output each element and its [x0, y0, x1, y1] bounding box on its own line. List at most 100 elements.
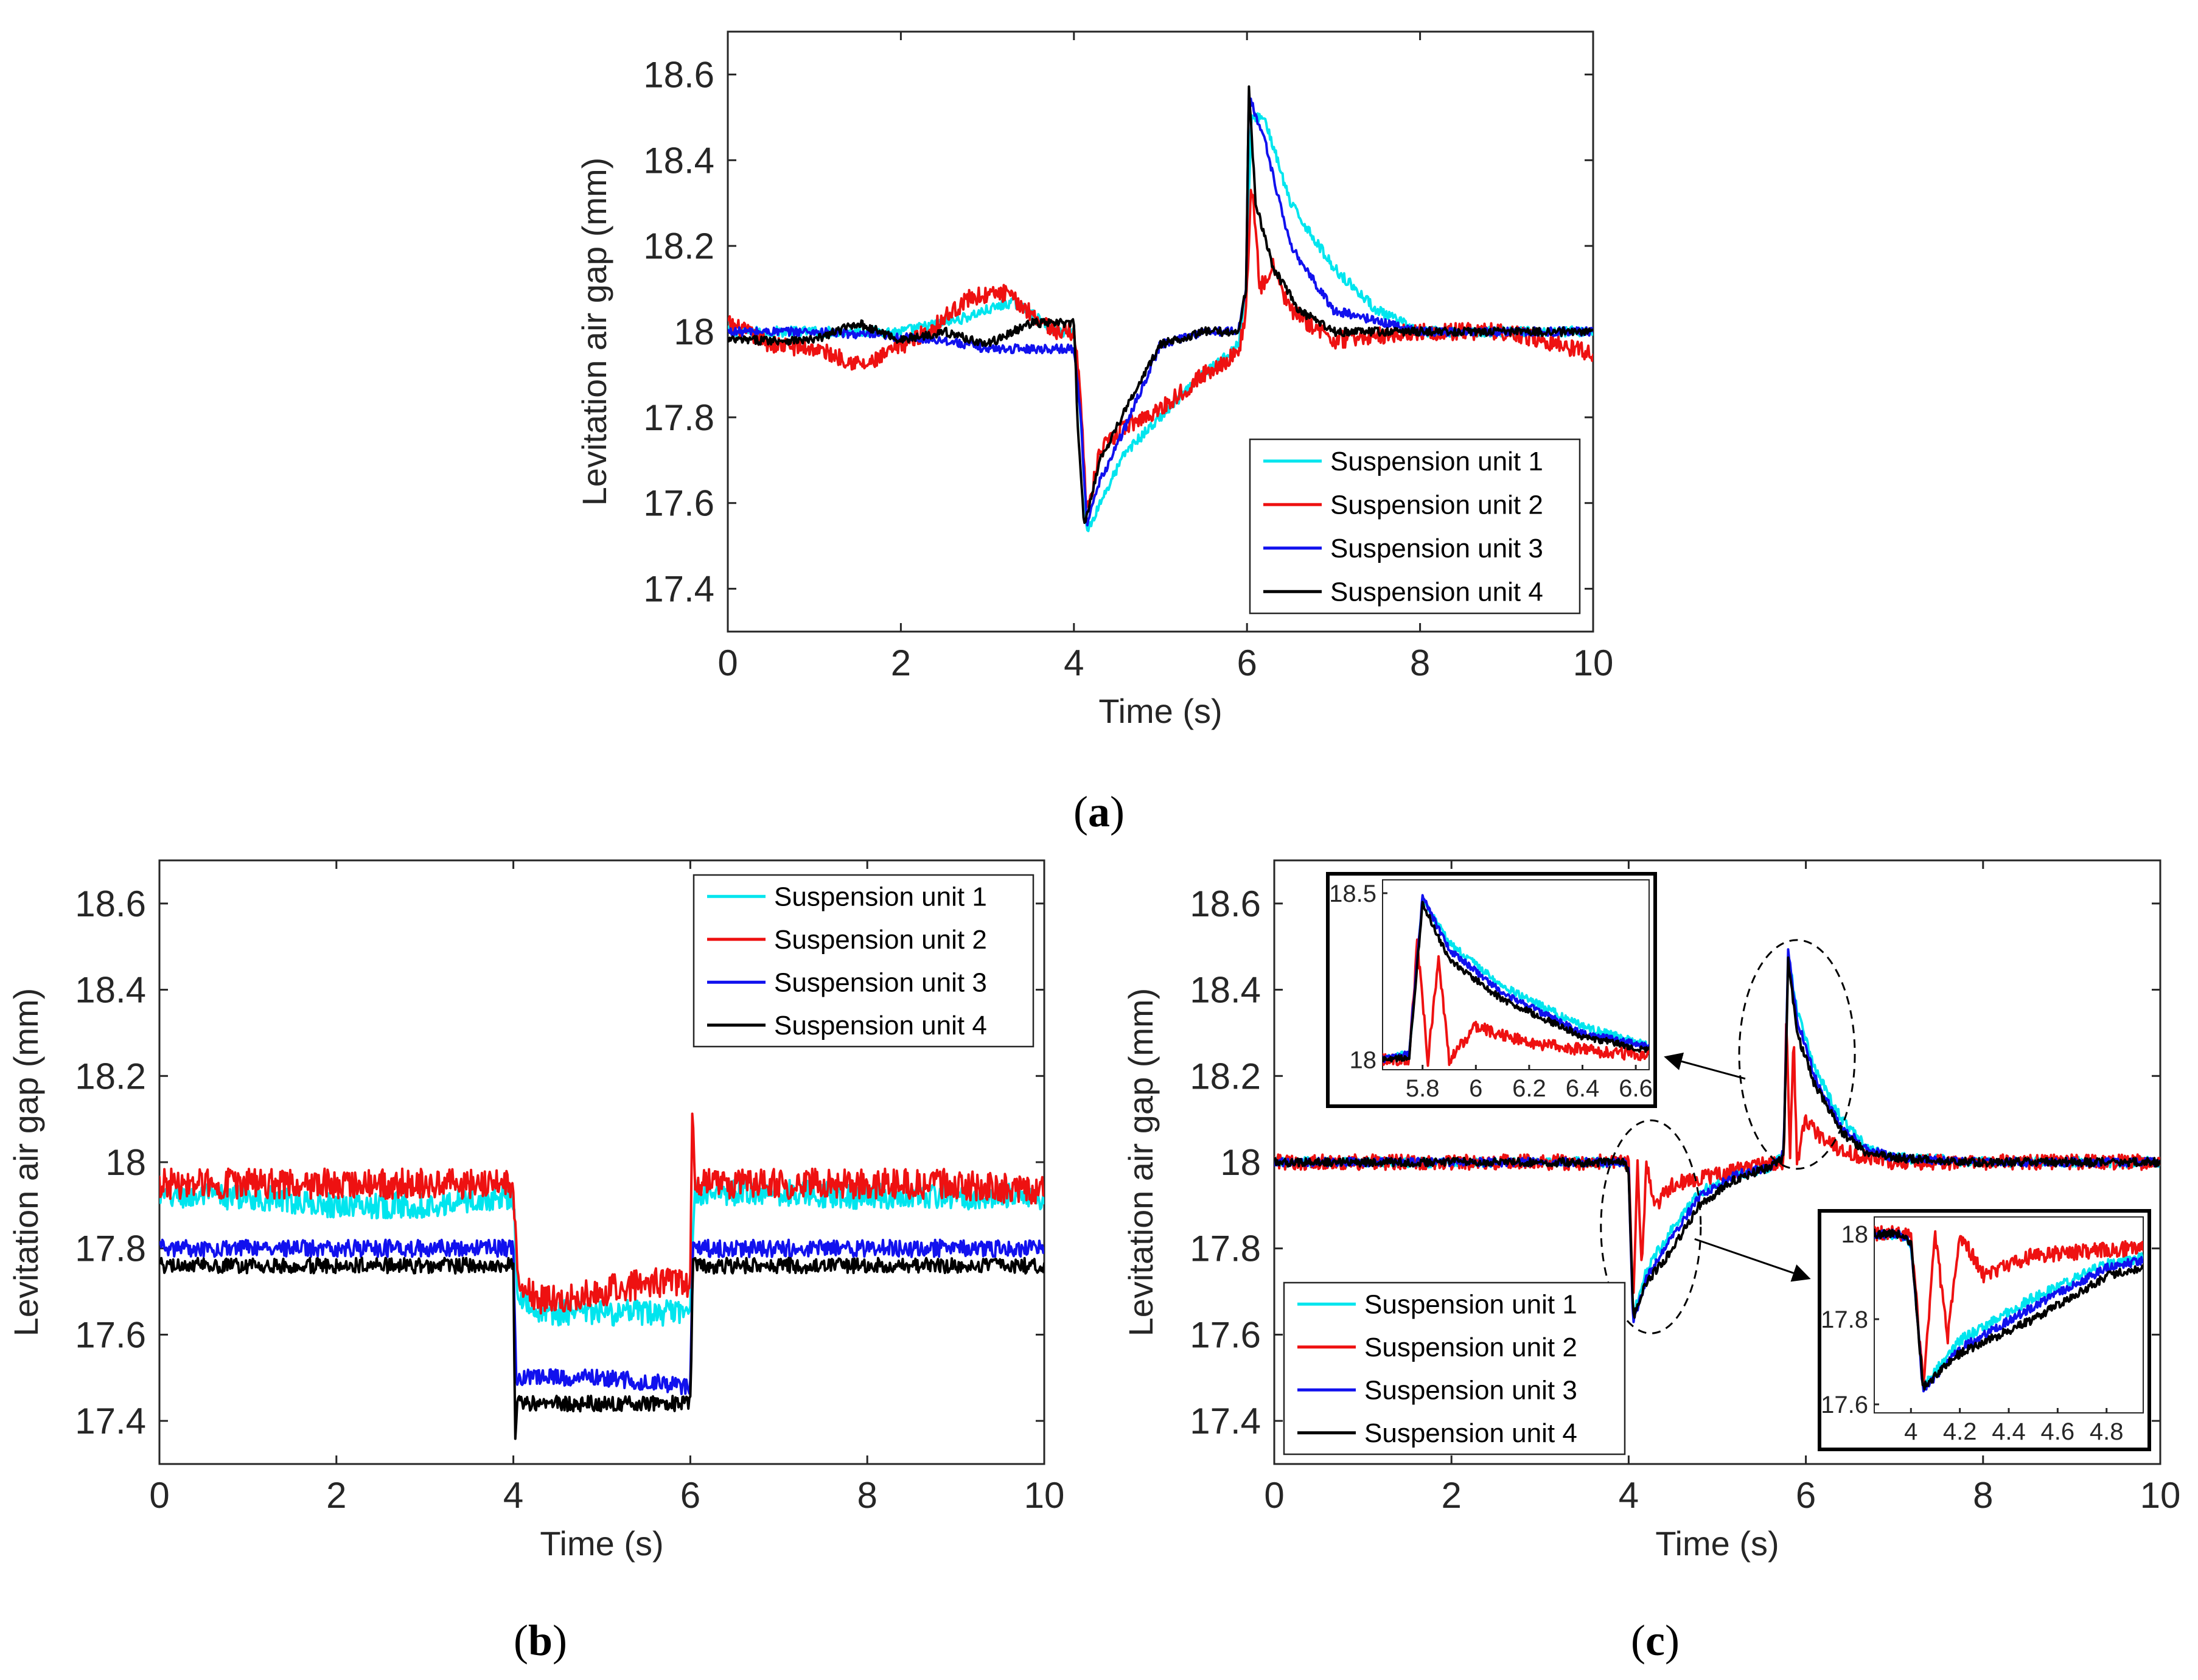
- y-tick-label: 17.4: [75, 1401, 146, 1441]
- c-inset-top: 5.8 6 6.2 6.4 6.6 18 18.5: [1326, 872, 1657, 1108]
- y-tick-label: 17.8: [1190, 1229, 1261, 1269]
- legend-box: [693, 874, 1034, 1048]
- series-line-2: [159, 1112, 1044, 1315]
- c-inset-bottom: 4 4.2 4.4 4.6 4.8 17.6 17.8 18: [1818, 1209, 2151, 1451]
- inset-series-line-4: [1383, 901, 1649, 1063]
- zoom-ellipse-drop: [1600, 1119, 1702, 1334]
- chart-layer: 0 2 4 6 8 10 17.4 17.6 17.8 18 18.2 18.4 18.6 Time (s…: [7, 30, 2181, 1563]
- x-tick-label: 4: [1064, 643, 1084, 683]
- inset-y-tick-label: 17.6: [1821, 1392, 1868, 1418]
- legend-box: [1249, 438, 1581, 615]
- legend-label-4: Suspension unit 4: [1364, 1418, 1577, 1448]
- series-line-2: [728, 189, 1593, 509]
- y-tick-label: 17.6: [75, 1314, 146, 1355]
- legend: Suspension unit 1 Suspension unit 2 Suspen…: [1283, 1281, 1626, 1455]
- x-tick-label: 4: [503, 1475, 523, 1516]
- x-tick-label: 6: [680, 1475, 700, 1516]
- y-tick-label: 18: [105, 1142, 146, 1183]
- y-tick-label: 17.4: [643, 569, 714, 610]
- series-line-4: [728, 85, 1593, 525]
- inset-x-tick-label: 4.8: [2090, 1418, 2124, 1445]
- chart-panel-b: 0 2 4 6 8 10 17.4 17.6 17.8 18 18.2 18.4 18.6 Time (s…: [7, 859, 1065, 1563]
- x-tick-label: 0: [149, 1475, 169, 1516]
- y-axis-label: Levitation air gap (mm): [7, 988, 45, 1337]
- panel-label-a: (a): [1073, 787, 1125, 836]
- legend-label-4: Suspension unit 4: [774, 1011, 987, 1040]
- y-tick-label: 17.6: [1190, 1314, 1261, 1355]
- chart-panel-a: 0 2 4 6 8 10 17.4 17.6 17.8 18 18.2 18.4 18.6 Time (s…: [575, 30, 1614, 730]
- inset-x-tick-label: 6.6: [1619, 1075, 1653, 1102]
- x-tick-label: 2: [326, 1475, 346, 1516]
- y-tick-label: 18.4: [643, 140, 714, 181]
- y-tick-label: 18: [674, 312, 714, 352]
- x-tick-label: 0: [717, 643, 738, 683]
- legend-label-1: Suspension unit 1: [1364, 1289, 1577, 1319]
- x-tick-label: 8: [857, 1475, 877, 1516]
- series-group: [159, 1112, 1044, 1440]
- legend: Suspension unit 1 Suspension unit 2 Suspen…: [1249, 438, 1581, 615]
- x-tick-label: 0: [1264, 1475, 1284, 1516]
- inset-axes: [1382, 879, 1650, 1070]
- x-axis-label: Time (s): [1655, 1524, 1779, 1563]
- y-tick-label: 18.6: [75, 884, 146, 924]
- x-tick-label: 10: [1024, 1475, 1065, 1516]
- panel-labels: (a) (b) (c): [514, 787, 1680, 1665]
- y-tick-label: 18.6: [643, 54, 714, 95]
- y-tick-label: 18.4: [75, 970, 146, 1011]
- zoom-arrow-peak: [1664, 1052, 1746, 1080]
- panel-label-b: (b): [514, 1616, 567, 1665]
- legend-box: [1283, 1281, 1626, 1455]
- zoom-arrow-drop: [1694, 1238, 1811, 1282]
- x-tick-label: 6: [1237, 643, 1257, 683]
- x-tick-label: 2: [1442, 1475, 1462, 1516]
- legend-label-1: Suspension unit 1: [774, 882, 987, 911]
- legend-label-3: Suspension unit 3: [1364, 1375, 1577, 1405]
- inset-x-tick-label: 6: [1469, 1075, 1482, 1102]
- y-tick-label: 17.8: [643, 397, 714, 438]
- y-tick-label: 18: [1220, 1142, 1261, 1183]
- legend-label-2: Suspension unit 2: [1330, 490, 1543, 520]
- inset-y-tick-label: 17.8: [1821, 1306, 1868, 1333]
- series-group: [1274, 948, 2160, 1323]
- y-tick-label: 18.2: [1190, 1056, 1261, 1096]
- inset-series: [1874, 1225, 2143, 1393]
- y-axis-label: Levitation air gap (mm): [575, 158, 613, 506]
- inset-series-line-2: [1383, 938, 1649, 1067]
- y-tick-label: 17.4: [1190, 1401, 1261, 1441]
- x-tick-label: 8: [1973, 1475, 1993, 1516]
- x-tick-label: 4: [1619, 1475, 1639, 1516]
- inset-x-tick-label: 4.6: [2041, 1418, 2075, 1445]
- inset-series: [1383, 894, 1649, 1067]
- y-axis-label: Levitation air gap (mm): [1122, 988, 1160, 1337]
- x-tick-label: 2: [891, 643, 911, 683]
- y-tick-label: 18.6: [1190, 884, 1261, 924]
- inset-series-line-4: [1874, 1229, 2143, 1391]
- inset-x-tick-label: 6.4: [1566, 1075, 1600, 1102]
- x-axis-label: Time (s): [540, 1524, 663, 1563]
- x-tick-label: 10: [1573, 643, 1614, 683]
- x-tick-label: 10: [2140, 1475, 2181, 1516]
- y-tick-label: 18.4: [1190, 970, 1261, 1011]
- inset-x-tick-label: 4.2: [1943, 1418, 1977, 1445]
- series-group: [728, 85, 1593, 532]
- series-line-2: [1274, 1022, 2160, 1294]
- inset-x-tick-label: 4: [1904, 1418, 1917, 1445]
- inset-x-tick-label: 5.8: [1406, 1075, 1440, 1102]
- panel-label-c: (c): [1631, 1616, 1680, 1665]
- inset-x-tick-label: 6.2: [1512, 1075, 1546, 1102]
- x-axis-label: Time (s): [1098, 692, 1222, 730]
- inset-frame: [1326, 872, 1657, 1108]
- series-line-3: [159, 1238, 1044, 1395]
- y-tick-label: 18.2: [75, 1056, 146, 1096]
- series-line-4: [159, 1257, 1044, 1440]
- inset-y-tick-label: 18: [1350, 1047, 1377, 1074]
- legend: Suspension unit 1 Suspension unit 2 Suspen…: [693, 874, 1034, 1048]
- zoom-ellipse-peak: [1738, 939, 1856, 1170]
- inset-y-tick-label: 18.5: [1329, 880, 1376, 907]
- legend-label-3: Suspension unit 3: [774, 967, 987, 997]
- inset-x-tick-label: 4.4: [1992, 1418, 2026, 1445]
- inset-y-tick-label: 18: [1841, 1221, 1869, 1248]
- legend-label-2: Suspension unit 2: [1364, 1333, 1577, 1362]
- legend-label-1: Suspension unit 1: [1330, 447, 1543, 476]
